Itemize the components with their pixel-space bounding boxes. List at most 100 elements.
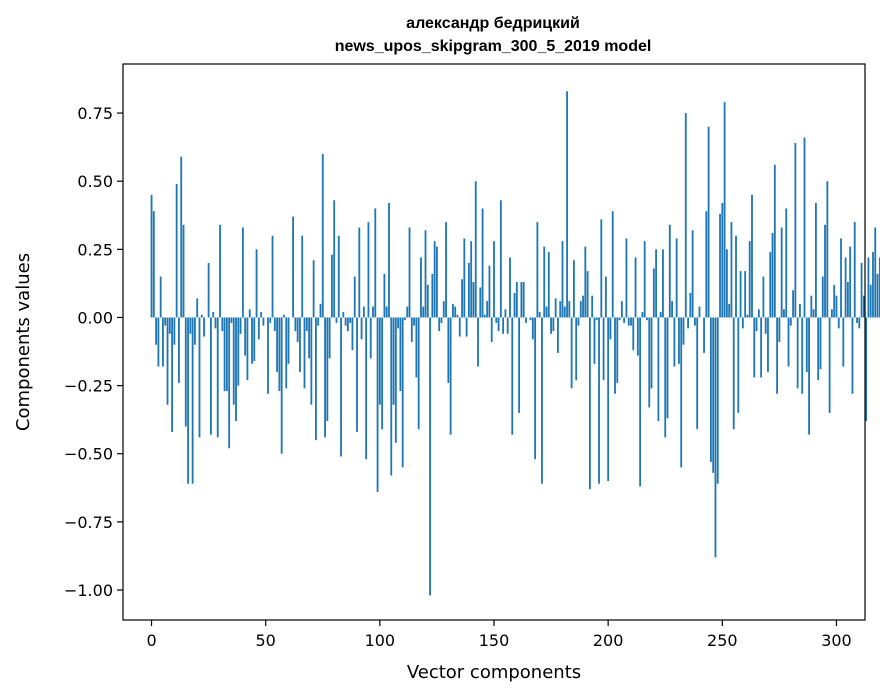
bar: [789, 317, 792, 326]
bar: [214, 317, 217, 329]
bar: [559, 301, 562, 318]
bar: [849, 246, 852, 318]
bar: [623, 317, 626, 323]
bar: [237, 317, 240, 386]
bar: [431, 273, 434, 318]
bar: [878, 257, 880, 318]
bar: [614, 317, 616, 394]
bar: [876, 273, 879, 318]
bar: [271, 235, 274, 318]
bar: [207, 262, 210, 318]
bar: [753, 317, 756, 378]
bar: [730, 222, 733, 318]
bar: [420, 257, 422, 318]
bar: [853, 222, 856, 318]
y-tick-label: −0.25: [64, 377, 113, 396]
bar: [232, 317, 235, 405]
x-tick-label: 50: [256, 631, 276, 650]
bar: [545, 306, 548, 318]
bar: [632, 317, 635, 351]
bar: [260, 312, 263, 318]
bar: [783, 309, 785, 318]
bar: [399, 317, 402, 392]
bar: [719, 213, 721, 318]
bar: [872, 252, 874, 318]
bar: [463, 238, 466, 318]
bar: [627, 317, 630, 326]
bar: [388, 203, 390, 318]
bar: [497, 317, 500, 332]
bar: [666, 317, 669, 419]
bar: [194, 317, 196, 345]
bar: [303, 317, 306, 389]
bar: [646, 317, 648, 321]
bar: [568, 301, 571, 318]
bar: [744, 271, 747, 318]
bar: [705, 211, 708, 318]
bars-group: [150, 91, 880, 596]
x-axis-label: Vector components: [407, 662, 581, 683]
bar: [433, 241, 436, 318]
bar: [721, 203, 724, 318]
bar: [472, 282, 475, 318]
bar: [566, 91, 568, 318]
bar: [346, 317, 349, 332]
bar: [374, 208, 377, 318]
bar: [572, 260, 575, 318]
bar: [246, 317, 249, 381]
bar: [741, 317, 744, 329]
bar: [481, 208, 484, 318]
bar: [502, 317, 505, 334]
bar: [737, 317, 740, 413]
bar: [515, 282, 518, 318]
bar: [351, 317, 354, 351]
bar: [248, 309, 251, 318]
bar: [682, 317, 685, 345]
bar: [415, 317, 418, 378]
bar: [762, 276, 765, 318]
bar: [321, 153, 324, 318]
bar: [424, 230, 427, 318]
bar: [461, 279, 463, 318]
bar: [438, 317, 441, 332]
bar: [808, 317, 810, 435]
bar: [680, 317, 683, 468]
x-tick-label: 250: [707, 631, 738, 650]
bar: [394, 317, 397, 443]
bar: [735, 235, 737, 318]
bar: [575, 317, 578, 381]
bar: [299, 317, 301, 372]
bar: [223, 317, 226, 392]
bar: [769, 252, 772, 318]
bar: [479, 287, 482, 318]
bar: [714, 317, 717, 558]
bar: [392, 317, 395, 405]
y-tick-label: 0.75: [77, 104, 113, 123]
bar: [826, 181, 829, 318]
bar: [191, 317, 194, 484]
bar: [269, 317, 272, 323]
bar: [410, 317, 413, 342]
bar: [810, 295, 813, 318]
bar: [397, 317, 400, 329]
x-tick-label: 0: [146, 631, 156, 650]
bar: [180, 156, 183, 318]
bar: [522, 282, 525, 318]
bar: [319, 303, 322, 318]
bar: [157, 317, 160, 367]
y-tick-label: −0.50: [64, 445, 113, 464]
bar: [244, 317, 247, 356]
bar: [330, 254, 333, 318]
bar: [474, 181, 477, 318]
bar: [456, 314, 459, 318]
bar: [440, 317, 443, 323]
bar: [155, 317, 158, 345]
bar: [178, 317, 180, 383]
bar: [465, 317, 468, 337]
bar: [648, 317, 651, 408]
y-axis-ticks: −1.00 −0.75 −0.50 −0.25 0.00 0.25 0.50 0.75: [64, 104, 123, 600]
bar: [451, 303, 454, 318]
bar: [550, 317, 552, 334]
y-tick-label: 0.50: [77, 172, 113, 191]
bar: [531, 317, 534, 340]
